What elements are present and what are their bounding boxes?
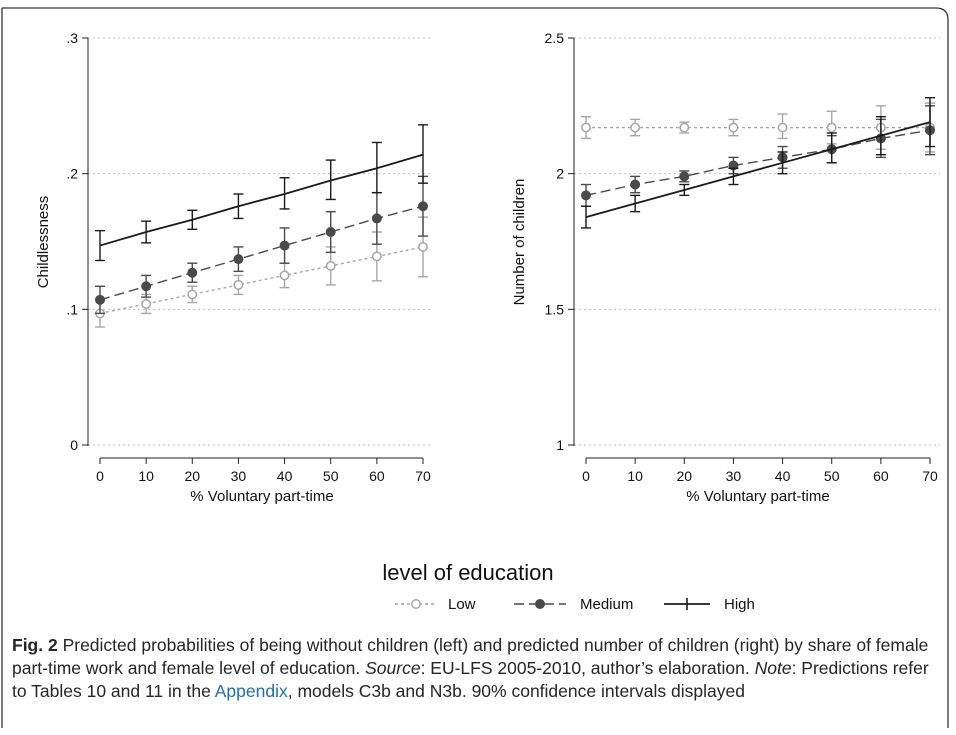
series-medium [581, 105, 935, 207]
y-axis-label: Number of children [511, 179, 528, 306]
x-axis-label: % Voluntary part-time [686, 488, 829, 505]
data-point-low [679, 122, 690, 133]
legend-marker-low [411, 599, 421, 609]
x-tick-label: 10 [627, 468, 643, 484]
x-tick-label: 60 [369, 468, 385, 484]
caption-note-text-1: : Predictions refer to Tables 10 and 11 … [12, 658, 929, 701]
figure-caption: Fig. 2 Predicted probabilities of being … [12, 634, 947, 703]
data-point-low [418, 241, 428, 252]
y-axis-label: Childlessness [35, 196, 52, 289]
y-tick-label: 0 [70, 437, 78, 453]
series-line-low [99, 246, 424, 315]
series-high [581, 96, 935, 229]
legend-title: level of education [382, 560, 553, 585]
y-tick-label: .2 [66, 166, 78, 182]
x-tick-label: 20 [184, 468, 200, 484]
data-point-low [630, 122, 641, 133]
legend-item-low: Low [395, 596, 476, 613]
data-point-low [581, 122, 591, 133]
data-point-medium [581, 190, 591, 201]
legend-item-medium: Medium [514, 596, 633, 613]
data-point-medium [187, 267, 198, 278]
data-point-medium [679, 171, 690, 182]
data-point-low [777, 122, 788, 133]
data-point-low [325, 260, 336, 271]
series-high [95, 124, 428, 262]
x-tick-label: 10 [138, 468, 154, 484]
data-point-medium [233, 254, 244, 265]
data-point-low [826, 122, 837, 133]
y-tick-label: 1 [556, 437, 564, 453]
x-tick-label: 70 [922, 468, 938, 484]
appendix-link[interactable]: Appendix [214, 681, 288, 701]
x-tick-label: 40 [277, 468, 293, 484]
caption-source-text: : EU-LFS 2005-2010, author’s elaboration… [420, 658, 750, 678]
series-line-medium [99, 205, 424, 301]
y-tick-label: .3 [66, 30, 78, 46]
series-line-high [585, 121, 931, 218]
series-line-high [99, 153, 424, 247]
data-point-medium [630, 179, 641, 190]
data-point-medium [371, 213, 382, 224]
x-tick-label: 60 [873, 468, 889, 484]
y-tick-label: 2 [556, 166, 564, 182]
legend-item-high: High [664, 596, 755, 613]
caption-label: Fig. 2 [12, 635, 58, 655]
data-point-low [233, 279, 244, 290]
x-tick-label: 20 [676, 468, 692, 484]
figure-border [2, 7, 949, 728]
data-point-low [141, 298, 152, 309]
caption-note-label: Note [754, 658, 792, 678]
caption-note-text-2: , models C3b and N3b. 90% confidence int… [287, 681, 745, 701]
series-low [95, 216, 428, 328]
data-point-low [371, 251, 382, 262]
y-tick-label: 1.5 [545, 301, 565, 317]
data-point-medium [95, 294, 105, 305]
legend-label-medium: Medium [580, 596, 633, 613]
x-tick-label: 50 [323, 468, 339, 484]
data-point-low [187, 289, 198, 300]
x-tick-label: 30 [726, 468, 742, 484]
data-point-low [279, 270, 290, 281]
chart-left-childlessness: 0 .1 .2 .3 0 10 20 30 40 50 60 70 % Voluntary part-t… [35, 30, 433, 505]
legend-label-high: High [724, 596, 755, 613]
legend-label-low: Low [448, 596, 476, 613]
legend-marker-medium [535, 599, 545, 609]
data-point-medium [279, 240, 290, 251]
caption-text: Predicted probabilities of being without… [12, 635, 929, 678]
x-tick-label: 0 [96, 468, 104, 484]
series-low [581, 102, 935, 153]
x-tick-label: 50 [824, 468, 840, 484]
data-point-medium [325, 227, 336, 238]
legend: level of education Low Medium High [382, 560, 754, 613]
y-tick-label: .1 [66, 301, 78, 317]
data-point-medium [141, 281, 152, 292]
legend-items: Low Medium High [395, 596, 755, 613]
chart-right-number-of-children: 1 1.5 2 2.5 0 10 20 30 40 50 60 70 % Voluntary part-… [511, 30, 940, 505]
y-tick-label: 2.5 [545, 30, 565, 46]
series-line-medium [585, 129, 931, 197]
x-tick-label: 0 [582, 468, 590, 484]
x-axis-label: % Voluntary part-time [190, 488, 333, 505]
caption-source-label: Source [365, 658, 421, 678]
x-tick-label: 40 [775, 468, 791, 484]
x-tick-label: 70 [415, 468, 431, 484]
x-tick-label: 30 [231, 468, 247, 484]
data-point-medium [418, 201, 428, 212]
series-medium [95, 175, 428, 315]
data-point-low [728, 122, 739, 133]
